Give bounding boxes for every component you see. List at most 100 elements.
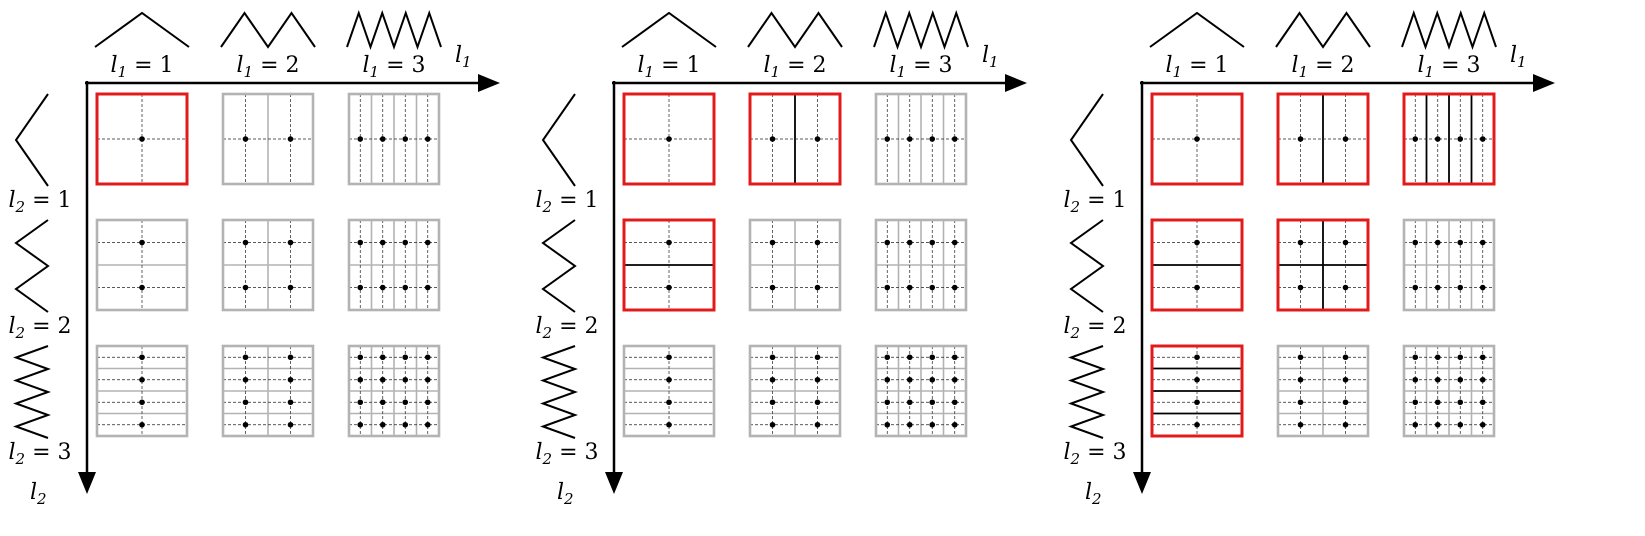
grid-point <box>287 421 294 428</box>
grid-point <box>666 136 672 142</box>
l1-level-label-1: l1 = 1 <box>1165 53 1228 81</box>
grid-point <box>379 136 386 142</box>
cell-l1-2-l2-3 <box>748 344 842 438</box>
cell-l1-3-l2-3 <box>347 344 441 438</box>
grid-point <box>951 136 958 142</box>
grid-point <box>769 354 776 361</box>
grid-point <box>769 284 776 291</box>
grid-point <box>906 376 913 383</box>
grid-point <box>242 376 249 383</box>
grid-point <box>906 136 913 142</box>
hat-function-l2-3 <box>1068 345 1106 439</box>
grid-point <box>402 239 409 246</box>
cell-l1-1-l2-1 <box>622 92 716 186</box>
grid-point <box>929 421 936 428</box>
l2-axis-arrowhead <box>605 472 623 494</box>
grid-point <box>1412 399 1419 406</box>
grid-point <box>1412 376 1419 383</box>
hat-function-l1-2 <box>1275 11 1371 49</box>
grid-point <box>1412 284 1419 291</box>
grid-point <box>1457 136 1464 142</box>
grid-point <box>666 421 672 428</box>
grid-point <box>906 284 913 291</box>
grid-point <box>1479 421 1486 428</box>
grid-point <box>814 376 821 383</box>
cell-l1-3-l2-1 <box>347 92 441 186</box>
grid-point <box>666 376 672 383</box>
cell-border <box>622 218 716 312</box>
l1-axis-arrowhead <box>1005 74 1027 92</box>
grid-point <box>1297 399 1304 406</box>
cell-border <box>1276 218 1370 312</box>
panel-2: l1 l2 l1 = 1 l1 = 2 l1 = 3 l2 = 1 l2 = 2 l2 = 3 <box>535 9 1027 508</box>
grid-point <box>1457 376 1464 383</box>
grid-point <box>379 354 386 361</box>
grid-point <box>906 239 913 246</box>
grid-point <box>1194 136 1200 142</box>
grid-point <box>951 421 958 428</box>
l2-level-label-3: l2 = 3 <box>1063 440 1126 468</box>
cell-border <box>95 92 189 186</box>
cell-l1-2-l2-1 <box>748 92 842 186</box>
cell-l1-1-l2-3 <box>95 344 189 438</box>
grid-point <box>1297 239 1304 246</box>
grid-point <box>379 239 386 246</box>
grid-point <box>1434 421 1441 428</box>
cell-border <box>1276 92 1370 186</box>
panel-1: l1 l2 l1 = 1 l1 = 2 l1 = 3 l2 = 1 l2 = 2 l2 = 3 <box>8 9 500 508</box>
grid-point <box>1194 421 1200 428</box>
l1-level-label-2: l1 = 2 <box>763 53 826 81</box>
grid-point <box>884 354 891 361</box>
hat-function-l2-2 <box>1069 219 1105 313</box>
l1-level-label-3: l1 = 3 <box>362 53 425 81</box>
grid-point <box>1194 399 1200 406</box>
l2-axis-label: l2 <box>30 480 47 508</box>
grid-point <box>357 354 364 361</box>
cell-border <box>622 92 716 186</box>
grid-point <box>1297 421 1304 428</box>
l1-axis-arrowhead <box>478 74 500 92</box>
grid-point <box>814 354 821 361</box>
cell-border <box>748 92 842 186</box>
grid-point <box>769 239 776 246</box>
grid-point <box>424 399 431 406</box>
grid-point <box>242 399 249 406</box>
grid-point <box>769 421 776 428</box>
cell-border <box>221 344 315 438</box>
grid-point <box>402 399 409 406</box>
grid-point <box>1457 284 1464 291</box>
hat-function-l1-3 <box>346 9 442 51</box>
cell-l1-2-l2-3 <box>1276 344 1370 438</box>
cell-border <box>874 344 968 438</box>
cell-border <box>1402 218 1496 312</box>
grid-point <box>379 376 386 383</box>
grid-point <box>929 136 936 142</box>
grid-point <box>1479 376 1486 383</box>
l2-level-label-3: l2 = 3 <box>535 440 598 468</box>
cell-border <box>1150 218 1244 312</box>
grid-point <box>242 136 249 142</box>
l1-level-label-2: l1 = 2 <box>236 53 299 81</box>
panel-3: l1 l2 l1 = 1 l1 = 2 l1 = 3 l2 = 1 l2 = 2 l2 = 3 <box>1063 9 1555 508</box>
grid-point <box>402 421 409 428</box>
grid-point <box>1342 136 1349 142</box>
cell-l1-2-l2-2 <box>221 218 315 312</box>
grid-point <box>951 354 958 361</box>
hat-function-l1-1 <box>1149 11 1245 48</box>
cell-border <box>1402 344 1496 438</box>
hat-function-l1-1 <box>94 11 190 48</box>
cell-l1-3-l2-2 <box>1402 218 1496 312</box>
grid-point <box>287 376 294 383</box>
grid-point <box>769 136 776 142</box>
hat-function-l2-3 <box>13 345 51 439</box>
grid-point <box>1457 421 1464 428</box>
grid-point <box>242 239 249 246</box>
grid-point <box>1434 376 1441 383</box>
cell-border <box>95 344 189 438</box>
l1-axis-label: l1 <box>982 43 999 71</box>
cell-border <box>1150 344 1244 438</box>
grid-point <box>139 239 145 246</box>
hat-function-l1-2 <box>747 11 843 49</box>
l2-level-label-2: l2 = 2 <box>1063 314 1126 342</box>
